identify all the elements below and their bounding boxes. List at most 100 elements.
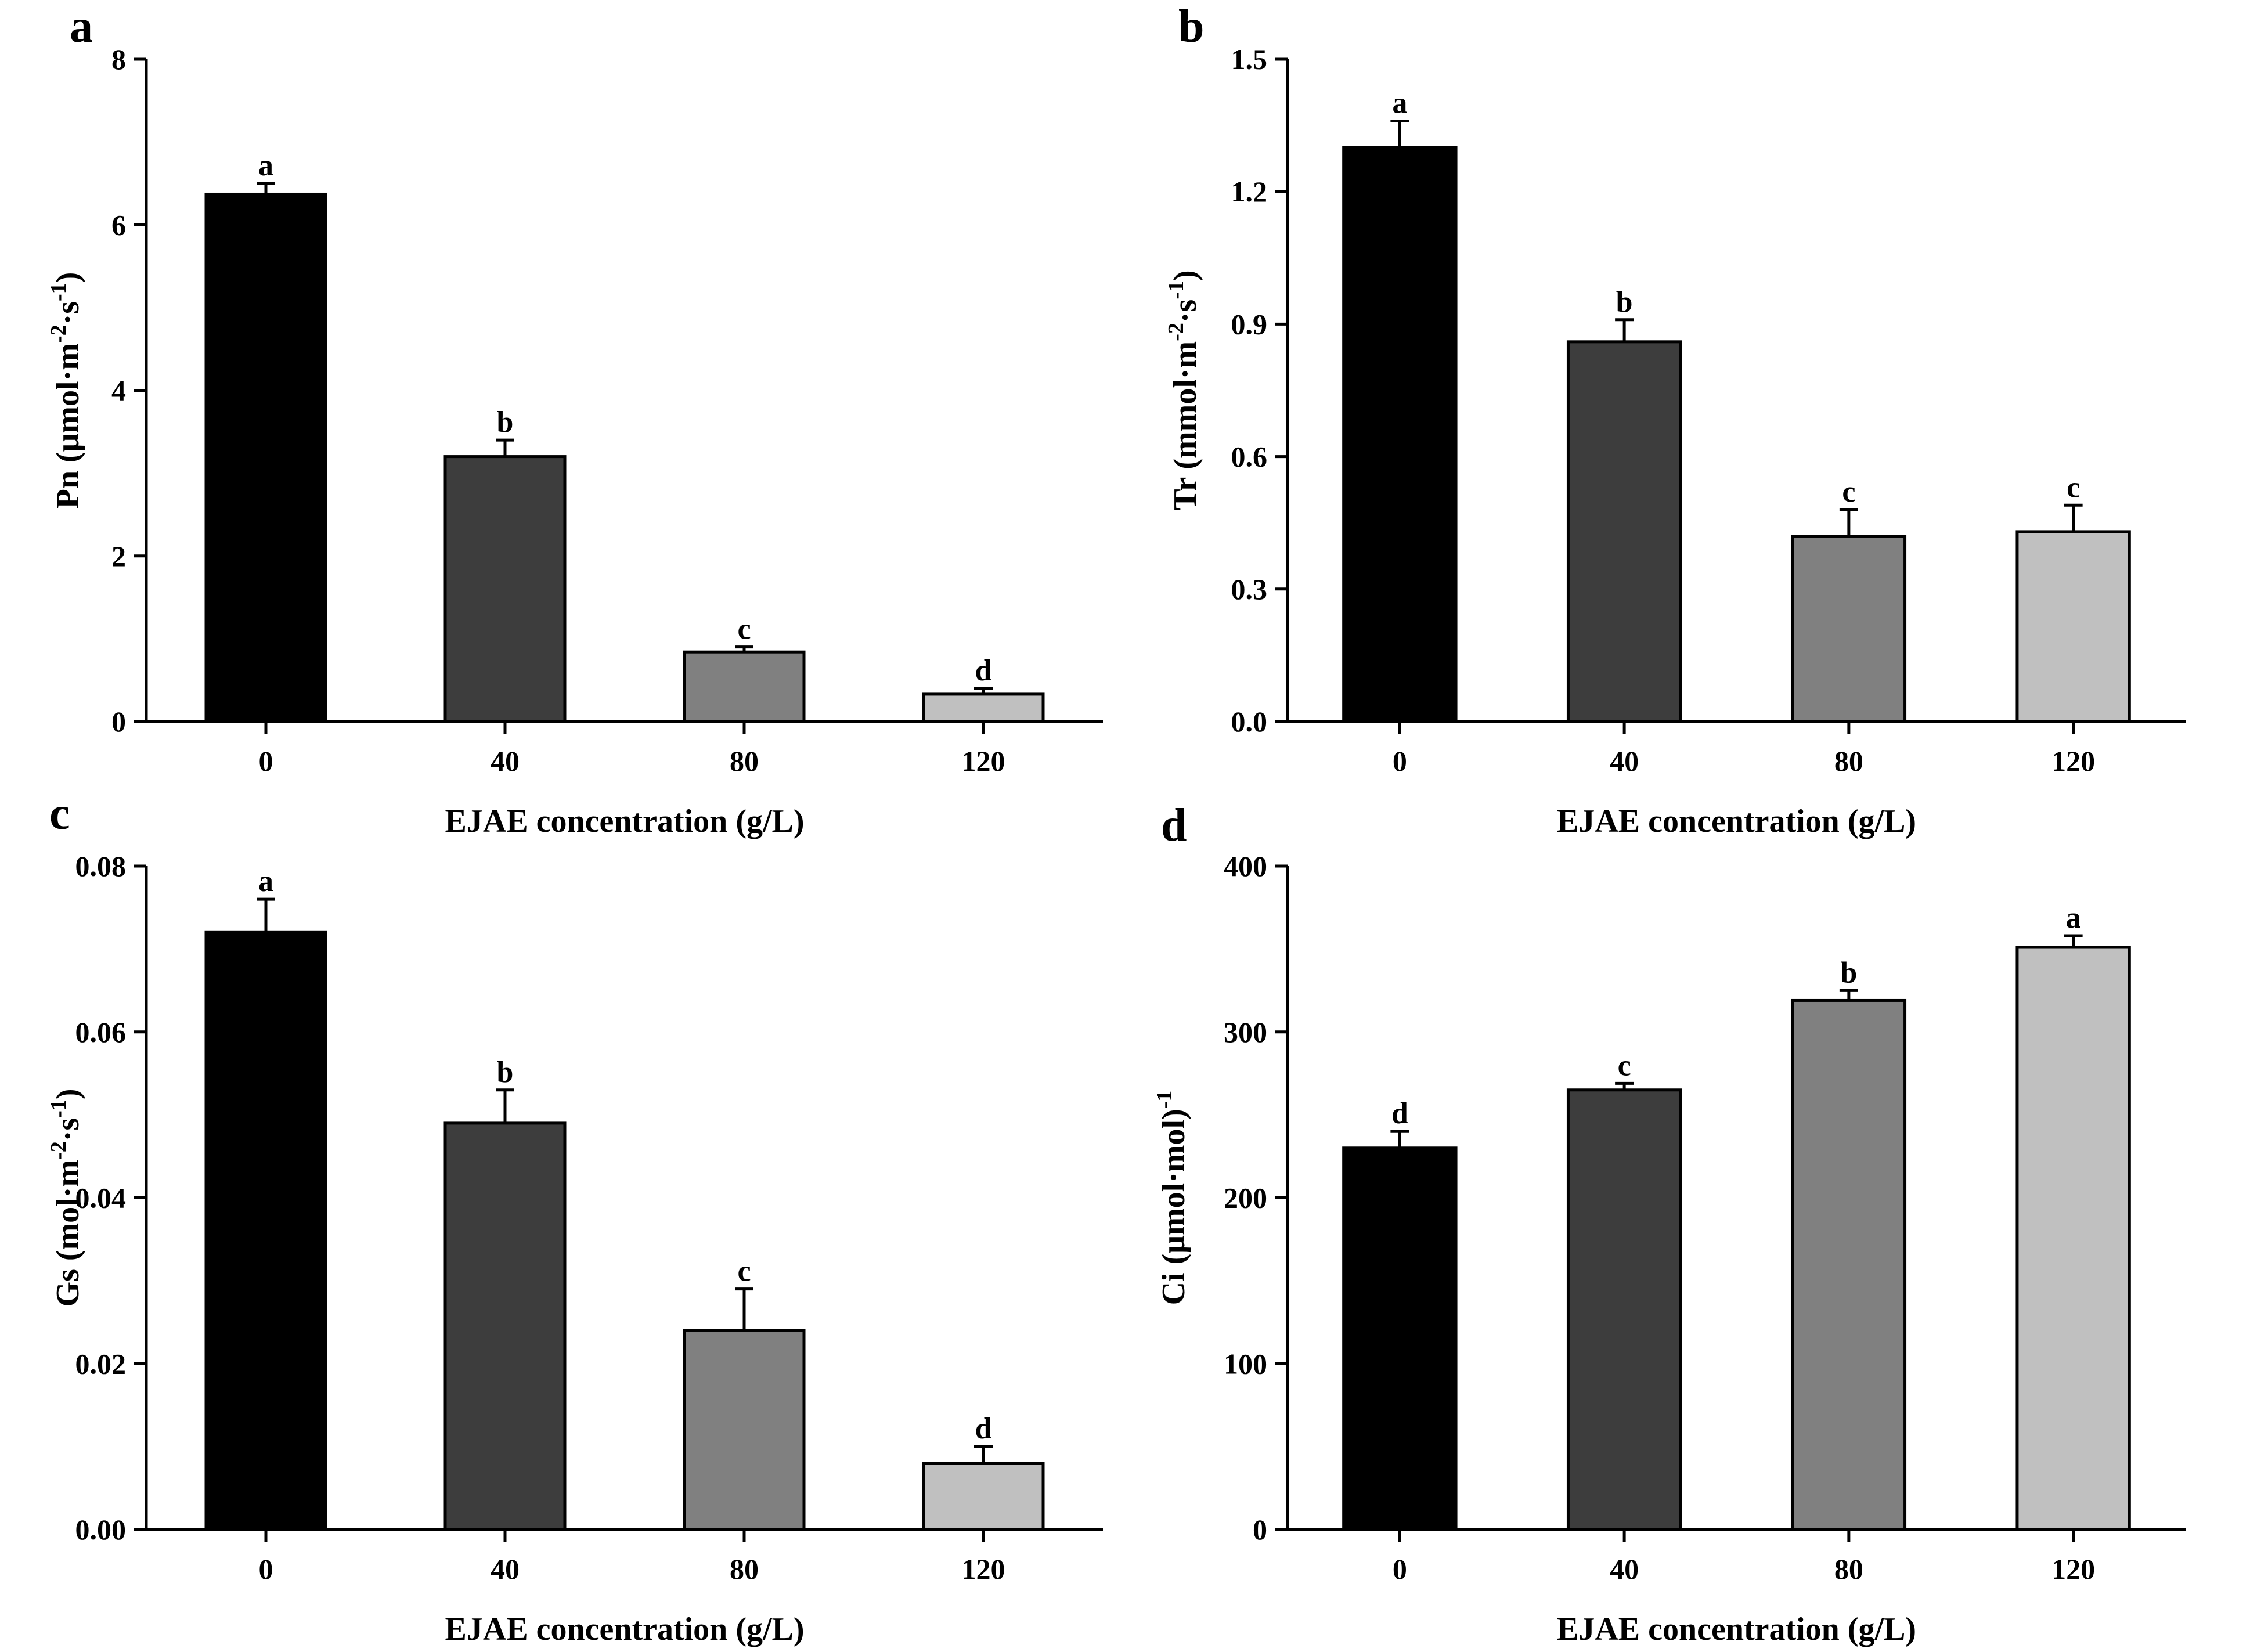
significance-label: c <box>1618 1049 1631 1082</box>
x-axis-title: EJAE concentration (g/L) <box>1557 803 1916 839</box>
y-axis-title-part: Pn (μmol·m <box>50 343 86 508</box>
bar <box>683 650 806 723</box>
significance-label: a <box>258 149 273 182</box>
y-tick-label: 0.08 <box>75 850 127 882</box>
bar <box>443 1121 567 1531</box>
x-tick-label: 80 <box>730 745 759 777</box>
y-axis-title-part: ·s <box>50 301 86 324</box>
x-axis-title: EJAE concentration (g/L) <box>445 1611 804 1647</box>
y-axis-title: Ci (μmol·mol)-1 <box>1152 1091 1192 1305</box>
significance-label: c <box>1842 475 1855 508</box>
bar <box>443 455 567 723</box>
panel-b: b a 0 b 40 c 80 c 120 0.0 0.3 0.6 0.9 1.2 1.5 EJAE conc… <box>1164 1 2186 839</box>
y-axis-title-superscript: -2 <box>1164 323 1188 341</box>
bar <box>2015 946 2131 1531</box>
y-tick-label: 0.02 <box>75 1347 127 1380</box>
x-axis-title: EJAE concentration (g/L) <box>445 803 804 839</box>
significance-label: a <box>2066 901 2081 935</box>
panel-c: c a 0 b 40 c 80 d 120 0.00 0.02 0.04 0.06 0.08 EJAE co… <box>46 788 1103 1647</box>
bar <box>204 192 327 723</box>
y-tick-label: 8 <box>111 43 126 75</box>
y-axis-title-superscript: -2 <box>46 324 71 343</box>
x-tick-label: 40 <box>1610 745 1639 777</box>
y-axis-title: Gs (mol·m-2·s-1) <box>46 1089 86 1307</box>
bar <box>683 1329 806 1531</box>
y-tick-label: 2 <box>111 540 126 572</box>
significance-label: b <box>497 1056 514 1089</box>
bar <box>1342 146 1458 723</box>
y-axis-title-part: ·s <box>50 1118 86 1141</box>
x-tick-label: 120 <box>2051 1553 2095 1585</box>
x-tick-label: 40 <box>491 1553 520 1585</box>
y-tick-label: 0 <box>1253 1513 1267 1546</box>
significance-label: c <box>737 613 751 646</box>
bar <box>922 692 1045 723</box>
bar <box>2015 530 2131 723</box>
significance-label: c <box>2067 471 2080 504</box>
y-tick-label: 1.2 <box>1231 175 1268 208</box>
x-tick-label: 120 <box>962 1553 1005 1585</box>
y-axis-title-part: ) <box>1167 270 1203 281</box>
y-axis-title-part: Gs (mol·m <box>50 1160 86 1307</box>
x-tick-label: 0 <box>1393 745 1407 777</box>
y-tick-label: 1.5 <box>1231 43 1268 75</box>
significance-label: d <box>1391 1097 1408 1130</box>
x-tick-label: 80 <box>1834 745 1863 777</box>
x-tick-label: 120 <box>2051 745 2095 777</box>
bar <box>204 930 327 1531</box>
significance-label: a <box>258 865 273 898</box>
bar <box>1566 340 1682 723</box>
y-axis-title-part: ·s <box>1167 300 1203 323</box>
y-axis-title-part: ) <box>50 272 86 283</box>
y-tick-label: 0.00 <box>75 1513 127 1546</box>
panel-letter: a <box>70 1 93 52</box>
significance-label: b <box>497 406 514 439</box>
significance-label: d <box>975 654 992 687</box>
y-tick-label: 0.3 <box>1231 573 1268 605</box>
panel-letter: c <box>49 788 70 839</box>
panel-d: d d 0 c 40 b 80 a 120 0 100 200 300 400 EJAE concentra… <box>1152 800 2186 1647</box>
y-tick-label: 0.0 <box>1231 705 1268 738</box>
y-axis-title-superscript: -1 <box>1164 281 1188 300</box>
y-tick-label: 400 <box>1224 850 1267 882</box>
y-axis-title-part: ) <box>50 1089 86 1100</box>
bar <box>922 1462 1045 1531</box>
y-tick-label: 0.6 <box>1231 441 1268 473</box>
significance-label: b <box>1840 956 1857 989</box>
panel-a: a a 0 b 40 c 80 d 120 0 2 4 6 8 EJAE concentration (g/… <box>46 1 1103 839</box>
y-axis-title-superscript: -1 <box>46 283 71 301</box>
y-axis-title-part: Tr (mmol·m <box>1167 341 1203 511</box>
bar <box>1791 998 1907 1531</box>
significance-label: c <box>737 1255 751 1288</box>
x-tick-label: 40 <box>491 745 520 777</box>
x-tick-label: 120 <box>962 745 1005 777</box>
x-tick-label: 0 <box>259 745 273 777</box>
panel-letter: b <box>1178 1 1205 52</box>
x-tick-label: 40 <box>1610 1553 1639 1585</box>
x-tick-label: 0 <box>1393 1553 1407 1585</box>
y-tick-label: 4 <box>111 374 126 407</box>
y-axis-title: Tr (mmol·m-2·s-1) <box>1164 270 1203 510</box>
x-axis-title: EJAE concentration (g/L) <box>1557 1611 1916 1647</box>
y-axis-title-superscript: -2 <box>46 1141 71 1160</box>
y-axis-title-superscript: -1 <box>46 1099 71 1118</box>
y-axis-title-superscript: -1 <box>1152 1091 1177 1109</box>
y-tick-label: 6 <box>111 208 126 241</box>
y-tick-label: 0 <box>111 705 126 738</box>
bar <box>1566 1088 1682 1531</box>
y-tick-label: 0.9 <box>1231 308 1268 340</box>
significance-label: a <box>1392 86 1407 120</box>
x-tick-label: 80 <box>1834 1553 1863 1585</box>
y-axis-title-part: Ci (μmol·mol) <box>1156 1109 1192 1305</box>
x-tick-label: 0 <box>259 1553 273 1585</box>
panel-letter: d <box>1161 800 1187 851</box>
y-tick-label: 0.06 <box>75 1016 127 1048</box>
x-tick-label: 80 <box>730 1553 759 1585</box>
bar <box>1791 535 1907 723</box>
y-tick-label: 100 <box>1224 1347 1267 1380</box>
y-tick-label: 300 <box>1224 1016 1267 1048</box>
y-axis-title: Pn (μmol·m-2·s-1) <box>46 272 86 509</box>
bar <box>1342 1146 1458 1531</box>
significance-label: b <box>1616 286 1633 319</box>
